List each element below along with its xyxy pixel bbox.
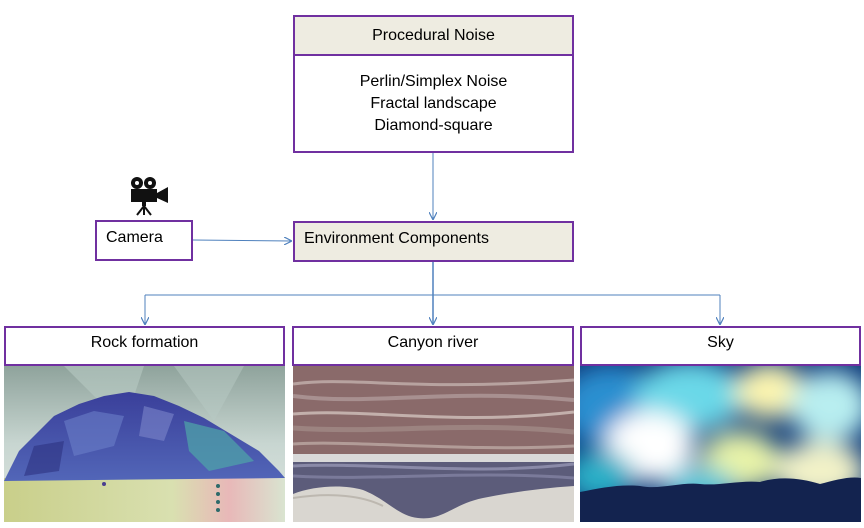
arrow-camera-to-env — [192, 240, 291, 241]
canyon-river-label: Canyon river — [387, 334, 479, 351]
noise-item: Diamond-square — [374, 116, 493, 134]
rock-formation-image — [4, 366, 285, 522]
noise-items-box: Perlin/Simplex Noise Fractal landscape D… — [293, 54, 574, 153]
camera-label: Camera — [106, 229, 163, 246]
noise-title-box: Procedural Noise — [293, 15, 574, 56]
sky-label-box: Sky — [580, 326, 861, 366]
noise-item: Perlin/Simplex Noise — [359, 72, 508, 90]
canyon-river-image — [293, 366, 574, 522]
sky-label: Sky — [707, 334, 734, 351]
environment-label: Environment Components — [304, 230, 489, 247]
camera-box: Camera — [95, 220, 193, 261]
environment-components-box: Environment Components — [293, 221, 574, 262]
movie-camera-icon — [131, 177, 168, 216]
noise-title: Procedural Noise — [372, 26, 495, 44]
canyon-river-label-box: Canyon river — [292, 326, 574, 366]
sky-image — [580, 366, 861, 522]
rock-formation-label: Rock formation — [90, 334, 199, 351]
rock-formation-label-box: Rock formation — [4, 326, 285, 366]
noise-item: Fractal landscape — [370, 94, 497, 112]
